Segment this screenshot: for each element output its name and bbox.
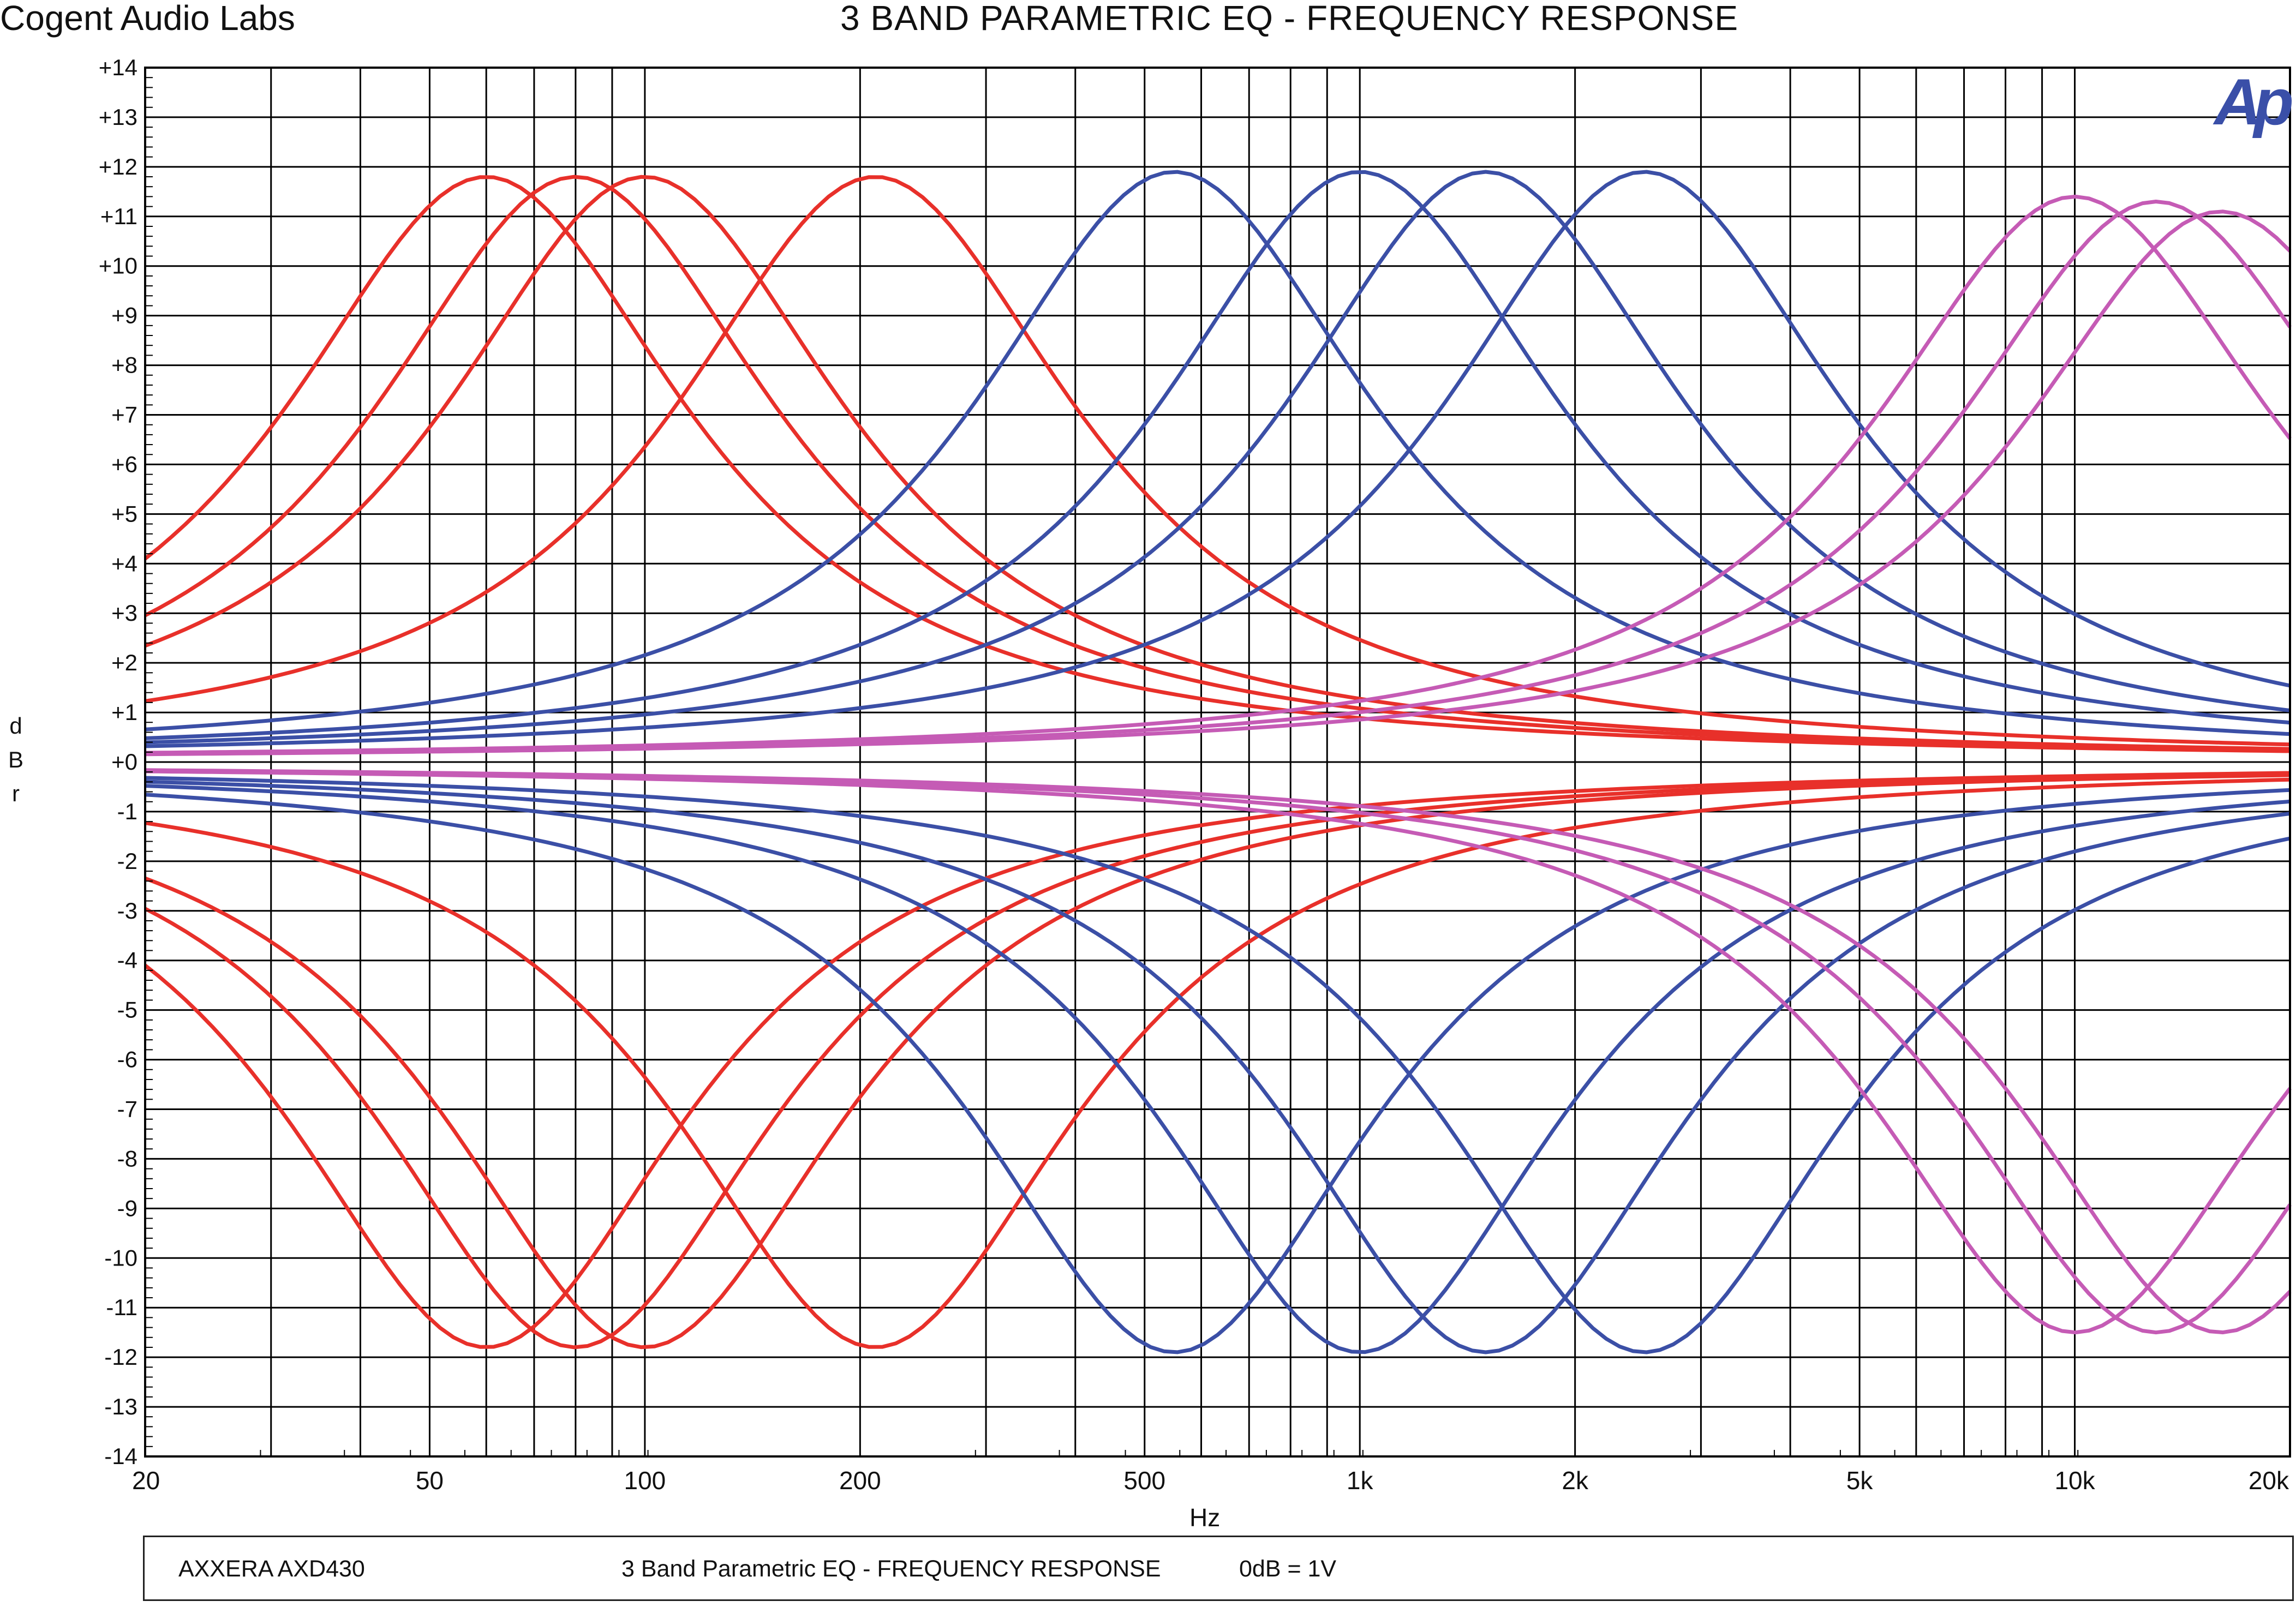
y-tick-label: +13 [99,104,137,130]
curve-low-band-5 [144,772,2291,1350]
curve-mid-band-13 [145,784,2291,1354]
footer-description: 3 Band Parametric EQ - FREQUENCY RESPONS… [621,1556,1161,1582]
y-tick-label: -13 [104,1394,137,1419]
ap-logo: Ap [2214,65,2294,139]
y-tick-label: +12 [99,154,137,179]
curve-mid-band-10 [145,170,2291,745]
y-tick-label: -6 [117,1047,137,1072]
x-tick-label: 100 [624,1466,666,1495]
y-tick-label: +8 [111,352,137,378]
y-tick-label: +14 [99,55,137,80]
y-tick-label: +11 [100,203,137,229]
curve-mid-band-15 [145,776,2291,1354]
curve-low-band-6 [144,773,2291,1350]
curve-mid-band-9 [145,170,2291,740]
curve-high-band-18 [145,209,2292,757]
y-tick-label: +0 [111,749,137,775]
y-tick-label: -9 [117,1195,137,1221]
y-tick-label: -2 [117,848,137,874]
y-tick-label: +10 [99,253,137,279]
y-tick-label: -14 [104,1443,137,1469]
x-tick-label: 20 [132,1466,160,1495]
y-axis-label-b: B [8,747,23,772]
response-curves [144,170,2292,1354]
y-axis-label-r: r [12,781,20,806]
curve-low-band-3 [145,175,2291,747]
y-axis-label-d: d [9,713,22,739]
curve-mid-band-14 [145,779,2291,1354]
curve-high-band-21 [145,768,2292,1335]
y-tick-label: +4 [111,550,137,576]
y-tick-label: -3 [117,898,137,924]
grid-lines [144,67,2291,1458]
y-tick-label: -1 [117,799,137,824]
curve-mid-band-8 [145,170,2291,736]
curve-mid-band-11 [145,170,2291,748]
y-tick-label: -8 [117,1146,137,1171]
axis-ticks: +14 +13 +12 +11 +10 +9 +8 +7 +6 +5 +4 +3 +2 +1 +0 -1 -2 -… [99,55,2289,1495]
y-tick-label: +6 [111,451,137,477]
x-axis-label: Hz [1189,1503,1221,1532]
x-tick-label: 2k [1562,1466,1589,1495]
footer-info-box: AXXERA AXD430 3 Band Parametric EQ - FRE… [143,1536,2294,1601]
x-tick-label: 200 [839,1466,881,1495]
x-tick-label: 500 [1123,1466,1165,1495]
curve-low-band-2 [144,175,2291,751]
y-tick-label: +2 [111,650,137,675]
x-tick-label: 20k [2249,1466,2289,1495]
company-name: Cogent Audio Labs [0,0,295,38]
y-tick-label: -12 [104,1344,137,1370]
y-tick-label: -7 [117,1096,137,1122]
y-tick-label: -11 [106,1294,137,1320]
x-tick-label: 5k [1846,1466,1874,1495]
y-tick-label: +7 [111,402,137,428]
y-tick-label: +3 [111,600,137,626]
y-tick-label: -10 [104,1245,137,1270]
footer-device: AXXERA AXD430 [178,1556,365,1582]
y-tick-label: +1 [111,699,137,725]
x-tick-label: 50 [416,1466,444,1495]
y-tick-label: -4 [117,948,137,973]
chart-title: 3 BAND PARAMETRIC EQ - FREQUENCY RESPONS… [840,0,1739,38]
y-tick-label: +5 [111,501,137,526]
y-tick-label: +9 [111,303,137,328]
footer-reference: 0dB = 1V [1239,1556,1337,1582]
x-tick-label: 10k [2054,1466,2095,1495]
y-tick-label: -5 [117,997,137,1023]
curve-low-band-4 [144,771,2291,1349]
y-axis-label: d B r [8,709,24,811]
curve-low-band-1 [144,175,2291,752]
curve-mid-band-12 [145,788,2291,1354]
curve-low-band-0 [144,175,2291,753]
curve-low-band-7 [145,777,2291,1349]
x-tick-label: 1k [1347,1466,1374,1495]
